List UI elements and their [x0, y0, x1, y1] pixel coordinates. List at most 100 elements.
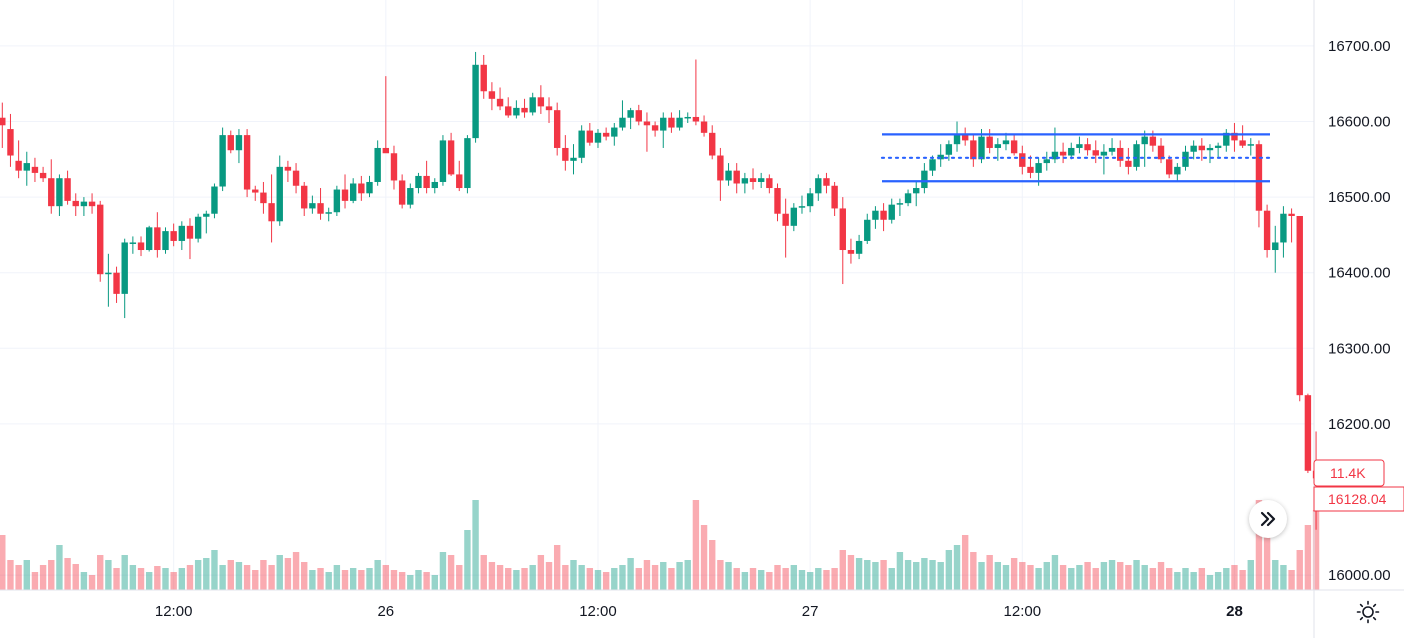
- candle-body: [366, 181, 373, 194]
- chart-settings-button[interactable]: [1354, 598, 1382, 626]
- volume-bar: [1108, 560, 1116, 590]
- volume-bar: [798, 570, 806, 590]
- candle-body: [1027, 166, 1034, 173]
- scroll-to-realtime-button[interactable]: [1249, 500, 1287, 538]
- volume-bar: [823, 570, 830, 590]
- candle-body: [56, 178, 63, 207]
- volume-bar: [211, 550, 218, 590]
- candle-body: [513, 107, 520, 116]
- candle-body: [570, 157, 577, 161]
- candle-body: [970, 140, 977, 160]
- candle-body: [798, 206, 806, 208]
- volume-bar: [1084, 562, 1091, 590]
- candle-body: [260, 192, 267, 204]
- volume-bar: [464, 530, 471, 590]
- candle-body: [545, 106, 553, 111]
- candle-body: [1076, 144, 1083, 148]
- candle-body: [831, 185, 838, 209]
- volume-bar: [635, 568, 642, 590]
- volume-bar: [1214, 572, 1222, 590]
- volume-bar: [1051, 555, 1059, 590]
- grid: [0, 0, 1314, 590]
- volume-bar: [1100, 562, 1108, 590]
- candle-body: [619, 117, 626, 128]
- candle-body: [398, 180, 406, 205]
- volume-bar: [1296, 550, 1303, 590]
- candle-body: [1108, 147, 1116, 152]
- candle-body: [129, 242, 137, 244]
- volume-bar: [284, 558, 292, 590]
- volume-bar: [611, 568, 618, 590]
- volume-bar: [815, 568, 822, 590]
- volume-bar: [986, 555, 993, 590]
- candle-body: [121, 242, 128, 294]
- candle-body: [986, 136, 993, 148]
- candle-body: [1084, 144, 1091, 151]
- candle-body: [586, 130, 594, 143]
- volume-bar: [0, 535, 6, 590]
- volume-bar: [235, 562, 243, 590]
- volume-bar: [341, 570, 349, 590]
- candle-body: [325, 212, 332, 214]
- candle-body: [7, 129, 14, 156]
- volume-bar: [374, 560, 381, 590]
- volume-bar: [937, 562, 944, 590]
- candle-body: [235, 135, 243, 151]
- candle-body: [1157, 145, 1165, 160]
- volume-bar: [317, 568, 324, 590]
- candle-body: [145, 227, 153, 251]
- volume-bar: [790, 565, 798, 590]
- candle-body: [1125, 160, 1132, 167]
- volume-bar: [170, 572, 177, 590]
- volume-bar: [325, 572, 332, 590]
- volume-bar: [766, 572, 773, 590]
- volume-badge-box: [1313, 459, 1385, 487]
- volume-bar: [31, 572, 39, 590]
- candle-body: [1263, 210, 1271, 251]
- candle-body: [602, 132, 610, 137]
- candle-body: [39, 172, 47, 179]
- candle-body: [921, 170, 928, 189]
- volume-bar: [872, 562, 879, 590]
- volume-bar: [562, 565, 569, 590]
- range-annotation[interactable]: [880, 133, 1272, 183]
- volume-bar: [945, 550, 953, 590]
- volume-bar: [741, 572, 749, 590]
- volume-bar: [1092, 568, 1099, 590]
- volume-bar: [64, 558, 71, 590]
- candle-body: [341, 189, 349, 201]
- volume-bar: [219, 565, 226, 590]
- candle-body: [431, 181, 438, 189]
- candle-body: [162, 231, 169, 251]
- volume-bar: [847, 555, 855, 590]
- candle-body: [847, 250, 855, 254]
- volume-bar: [137, 568, 145, 590]
- candle-body: [390, 153, 398, 181]
- candle-body: [1182, 151, 1189, 167]
- volume-bar: [529, 565, 536, 590]
- candle-body: [105, 272, 112, 275]
- double-chevron-right-icon: [1260, 511, 1276, 527]
- candle-body: [692, 116, 700, 122]
- y-tick-label: 16400.00: [1328, 265, 1391, 282]
- candle-body: [904, 193, 912, 204]
- candle-body: [15, 160, 22, 171]
- candle-body: [676, 117, 683, 128]
- candle-body: [1206, 147, 1214, 151]
- volume-bar: [505, 568, 512, 590]
- candle-body: [651, 125, 659, 131]
- candle-body: [611, 127, 618, 137]
- y-tick-label: 16700.00: [1328, 38, 1391, 55]
- volume-bar: [970, 552, 977, 590]
- volume-bar: [1076, 565, 1083, 590]
- volume-bar: [864, 560, 871, 590]
- candle-body: [480, 64, 487, 92]
- volume-bar: [1247, 560, 1254, 590]
- volume-bar: [366, 568, 373, 590]
- candle-body: [1165, 159, 1173, 175]
- volume-bar: [80, 572, 88, 590]
- candle-body: [978, 136, 985, 160]
- volume-bar: [154, 566, 161, 590]
